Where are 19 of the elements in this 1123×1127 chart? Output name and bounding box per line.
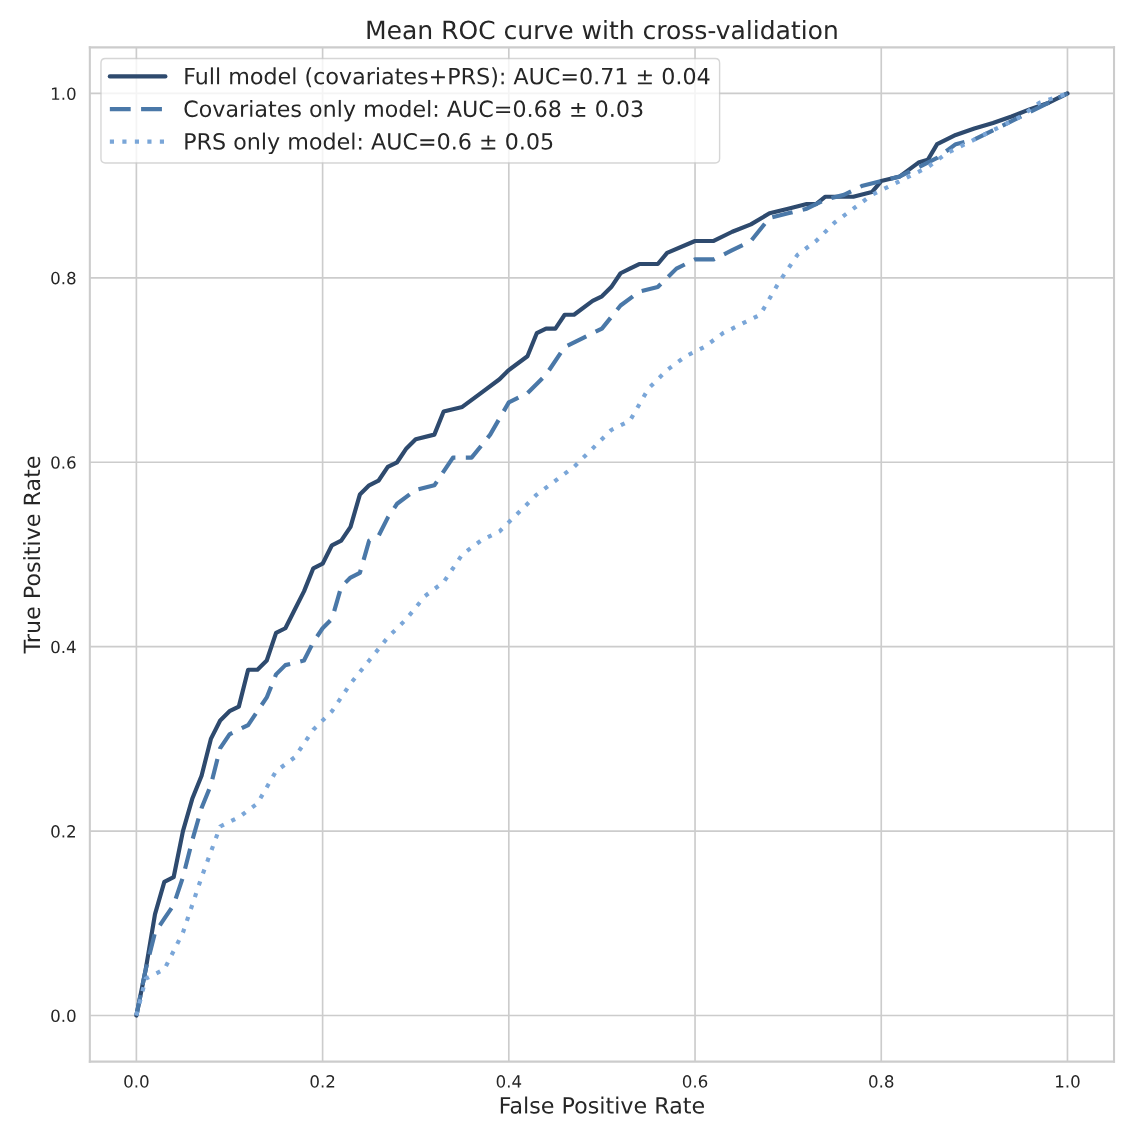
x-tick-label: 1.0 — [1056, 1075, 1080, 1088]
legend-label: Full model (covariates+PRS): AUC=0.71 ± 0.04 — [185, 67, 710, 88]
x-tick-label: 0.2 — [310, 1075, 335, 1088]
y-tick-label: 0.6 — [51, 456, 76, 469]
x-tick-label: 0.0 — [124, 1075, 149, 1088]
y-tick-label: 0.2 — [51, 825, 75, 838]
y-tick-label: 0.8 — [51, 271, 76, 285]
y-tick-label: 0.0 — [51, 1009, 76, 1023]
y-tick-label: 1.0 — [51, 87, 76, 101]
x-tick-label: 0.4 — [496, 1075, 522, 1088]
x-tick-label: 0.8 — [869, 1075, 894, 1088]
chart-title: Mean ROC curve with cross-validation — [367, 20, 837, 40]
x-tick-label: 0.6 — [682, 1075, 708, 1088]
legend-label: Covariates only model: AUC=0.68 ± 0.03 — [184, 99, 643, 122]
x-axis-title: False Positive Rate — [500, 1096, 705, 1114]
y-axis-title: True Positive Rate — [23, 456, 41, 654]
line-series — [134, 91, 1070, 1018]
legend-label: PRS only model: AUC=0.6 ± 0.05 — [185, 132, 553, 155]
y-tick-label: 0.4 — [51, 640, 76, 654]
